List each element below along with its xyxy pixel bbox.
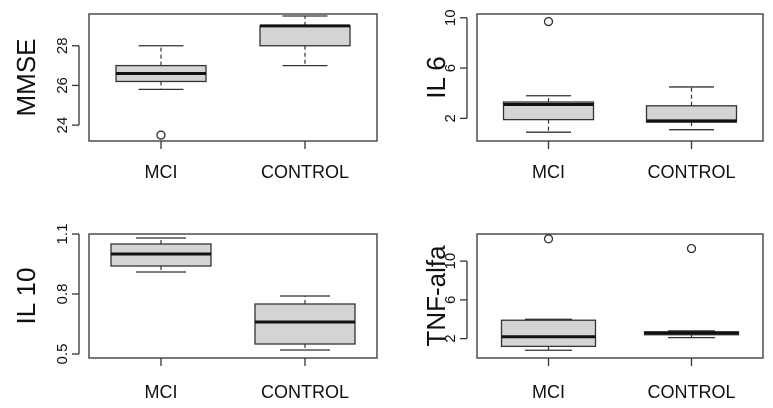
chart-panel-1: 24 26 28 MMSE MCI CONTROL [11,13,378,182]
chart-panel-3: 0.5 0.8 1.1 IL 10 MCI CONTROL [11,224,378,402]
outlier-point [686,243,697,254]
box-control [645,86,738,131]
box-mci [115,45,207,140]
y-tick-label: 24 [54,117,71,134]
plot-frame [88,13,378,142]
x-tick-label: MCI [145,382,178,402]
chart-panel-2: 2 6 10 IL 6 MCI CONTROL [421,9,764,182]
x-tick-label: MCI [532,382,565,402]
x-tick-label: CONTROL [261,382,349,402]
plot-frame [476,233,764,359]
x-tick-label: CONTROL [647,162,735,182]
y-tick-label: 0.8 [54,284,71,305]
y-tick-label: 10 [442,253,459,270]
outlier-point [543,16,554,27]
y-tick-label: 0.5 [54,344,71,365]
box-mci [502,16,595,133]
plot-frame [88,233,378,359]
y-tick-label: 2 [442,114,459,122]
x-tick-label: CONTROL [261,162,349,182]
x-tick-label: MCI [145,162,178,182]
y-tick-label: 10 [442,9,459,26]
y-tick-label: 6 [442,64,459,72]
y-tick-label: 28 [54,37,71,54]
x-tick-label: MCI [532,162,565,182]
y-axis-label: IL 6 [421,56,451,98]
outlier-point [156,130,166,140]
plot-frame [476,13,764,142]
box-mci [110,237,212,273]
y-tick-label: 1.1 [54,224,71,245]
interquartile-box [500,319,597,348]
outlier-point [543,234,554,244]
box-control [643,243,740,339]
y-tick-label: 26 [54,77,71,94]
interquartile-box [502,101,595,121]
y-axis-label: MMSE [11,39,41,117]
y-axis-label: IL 10 [11,268,41,325]
y-axis-label: TNF-alfa [421,245,451,347]
box-control [254,295,356,351]
x-tick-label: CONTROL [647,382,735,402]
y-tick-label: 6 [442,296,459,304]
y-tick-label: 2 [442,334,459,342]
box-mci [500,234,597,351]
interquartile-box [254,303,356,345]
interquartile-box [259,25,351,47]
box-control [259,15,351,67]
